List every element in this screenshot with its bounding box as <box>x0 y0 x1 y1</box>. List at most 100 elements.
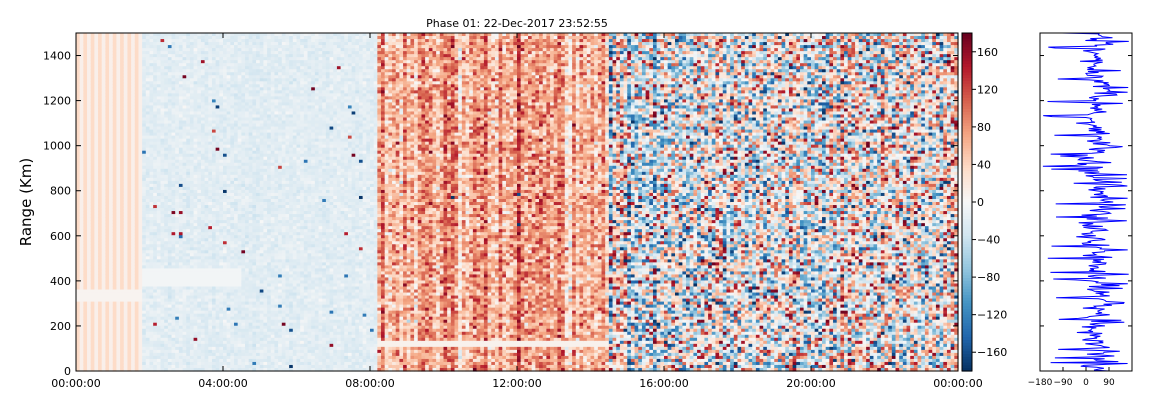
heatmap-cell <box>134 304 140 309</box>
heatmap-cell <box>83 75 88 79</box>
heatmap-cell <box>79 168 84 173</box>
heatmap-cell <box>98 123 103 128</box>
heatmap-cell <box>87 36 92 40</box>
heatmap-cell <box>160 39 165 43</box>
heatmap-cell <box>112 93 118 97</box>
heatmap-cell <box>87 223 92 227</box>
heatmap-cell <box>87 313 92 318</box>
heatmap-cell <box>156 346 162 351</box>
heatmap-cell <box>145 108 151 113</box>
heatmap-cell <box>109 340 114 345</box>
heatmap-cell <box>142 283 147 288</box>
heatmap-cell <box>101 54 106 58</box>
heatmap-cell <box>153 126 158 131</box>
heatmap-cell <box>90 60 95 64</box>
heatmap-cell <box>112 349 118 354</box>
heatmap-cell <box>76 138 81 143</box>
heatmap-cell <box>79 364 84 369</box>
heatmap-cell <box>76 280 81 285</box>
heatmap-cell <box>138 295 143 300</box>
heatmap-cell <box>94 69 99 73</box>
heatmap-cell <box>101 189 106 194</box>
heatmap-cell <box>101 111 106 116</box>
heatmap-cell <box>127 99 132 104</box>
heatmap-cell <box>127 81 132 85</box>
heatmap-cell <box>131 144 136 149</box>
heatmap-cell <box>116 250 121 254</box>
heatmap-cell <box>145 343 151 348</box>
heatmap-cell <box>83 277 88 282</box>
heatmap-cell <box>142 129 147 134</box>
heatmap-cell <box>94 186 99 191</box>
heatmap-cell <box>94 292 99 297</box>
heatmap-cell <box>101 223 106 227</box>
heatmap-cell <box>79 244 84 248</box>
heatmap-cell <box>134 235 140 239</box>
heatmap-cell <box>94 48 99 52</box>
heatmap-cell <box>83 256 88 260</box>
heatmap-cell <box>131 313 136 318</box>
heatmap-cell <box>112 208 118 212</box>
heatmap-cell <box>156 195 162 200</box>
heatmap-cell <box>101 316 106 321</box>
heatmap-cell <box>98 232 103 236</box>
heatmap-cell <box>83 223 88 227</box>
heatmap-cell <box>83 220 88 224</box>
heatmap-cell <box>134 93 140 97</box>
heatmap-cell <box>98 54 103 58</box>
heatmap-cell <box>120 346 125 351</box>
heatmap-cell <box>101 343 106 348</box>
heatmap-cell <box>123 111 129 116</box>
heatmap-cell <box>145 123 151 128</box>
heatmap-cell <box>142 337 147 342</box>
heatmap-cell <box>105 253 110 257</box>
heatmap-cell <box>149 123 154 128</box>
heatmap-cell <box>156 352 162 357</box>
heatmap-cell <box>112 198 118 203</box>
heatmap-cell <box>134 63 140 67</box>
heatmap-cell <box>90 268 95 273</box>
heatmap-cell <box>142 241 147 245</box>
heatmap-cell <box>116 340 121 345</box>
heatmap-cell <box>116 114 121 119</box>
heatmap-cell <box>127 331 132 336</box>
heatmap-cell <box>145 328 151 333</box>
heatmap-cell <box>105 355 110 360</box>
heatmap-cell <box>87 75 92 79</box>
heatmap-cell <box>112 268 118 273</box>
heatmap-cell <box>145 268 151 273</box>
heatmap-cell <box>79 340 84 345</box>
heatmap-cell <box>149 223 154 227</box>
heatmap-cell <box>134 325 140 330</box>
heatmap-cell <box>156 304 162 309</box>
heatmap-cell <box>112 126 118 131</box>
heatmap-cell <box>145 295 151 300</box>
heatmap-cell <box>145 174 151 179</box>
heatmap-cell <box>90 313 95 318</box>
heatmap-cell <box>123 45 129 49</box>
heatmap-cell <box>153 84 158 88</box>
heatmap-cell <box>142 220 147 224</box>
heatmap-cell <box>109 235 114 239</box>
heatmap-cell <box>101 346 106 351</box>
heatmap-cell <box>131 99 136 104</box>
heatmap-cell <box>138 75 143 79</box>
heatmap-cell <box>120 220 125 224</box>
heatmap-cell <box>116 358 121 363</box>
heatmap-cell <box>131 340 136 345</box>
heatmap-cell <box>101 235 106 239</box>
heatmap-cell <box>98 42 103 46</box>
heatmap-cell <box>145 214 151 218</box>
heatmap-cell <box>116 292 121 297</box>
heatmap-cell <box>98 319 103 324</box>
heatmap-cell <box>109 45 114 49</box>
heatmap-cell <box>79 334 84 339</box>
heatmap-cell <box>145 159 151 164</box>
heatmap-cell <box>156 114 162 119</box>
heatmap-cell <box>138 208 143 212</box>
heatmap-cell <box>153 289 158 294</box>
heatmap-cell <box>112 132 118 137</box>
heatmap-cell <box>105 60 110 64</box>
heatmap-cell <box>123 322 129 327</box>
heatmap-cell <box>76 319 81 324</box>
